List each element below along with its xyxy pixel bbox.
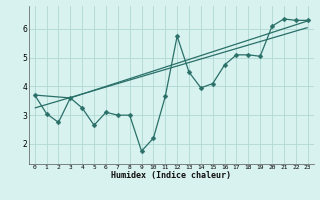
X-axis label: Humidex (Indice chaleur): Humidex (Indice chaleur) [111,171,231,180]
